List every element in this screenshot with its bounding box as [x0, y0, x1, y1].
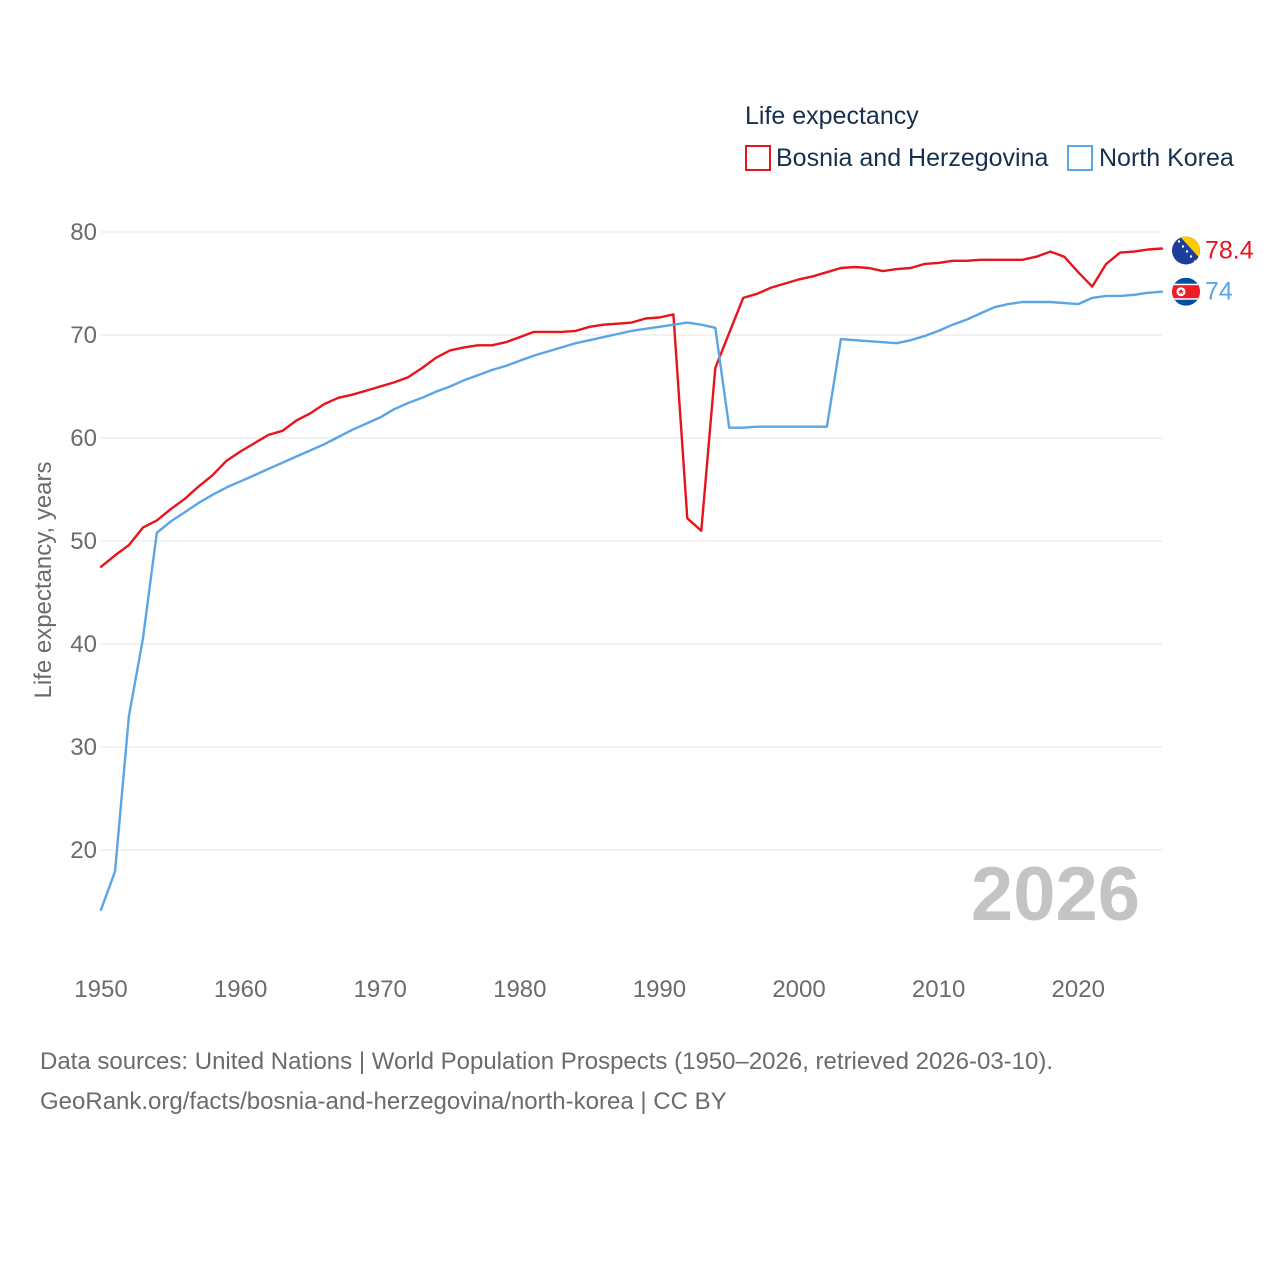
x-tick-label: 1980: [493, 976, 546, 1003]
series-lines: [99, 247, 1164, 911]
y-tick-label: 20: [70, 837, 97, 864]
y-axis-ticks: 20 30 40 50 60 70 80: [70, 219, 97, 864]
y-axis-label: Life expectancy, years: [30, 461, 57, 698]
legend-swatch-north-korea[interactable]: [1067, 145, 1093, 171]
x-tick-label: 2020: [1052, 976, 1105, 1003]
y-tick-label: 50: [70, 528, 97, 555]
year-marker: 2026: [971, 852, 1140, 937]
y-tick-label: 60: [70, 425, 97, 452]
source-line: Data sources: United Nations | World Pop…: [40, 1048, 1054, 1075]
x-axis-ticks: 1950 1960 1970 1980 1990 2000 2010 2020: [74, 976, 1105, 1003]
x-tick-label: 1990: [633, 976, 686, 1003]
legend-label-bosnia[interactable]: Bosnia and Herzegovina: [776, 144, 1048, 172]
y-tick-label: 80: [70, 219, 97, 246]
end-value-north-korea: 74: [1205, 278, 1233, 306]
chart: Life expectancy Bosnia and Herzegovina N…: [30, 102, 1254, 1003]
y-tick-label: 70: [70, 322, 97, 349]
legend-title: Life expectancy: [745, 102, 919, 130]
attribution-line[interactable]: GeoRank.org/facts/bosnia-and-herzegovina…: [40, 1088, 727, 1115]
north-korea-flag-icon: [1172, 277, 1200, 306]
y-tick-label: 30: [70, 734, 97, 761]
x-tick-label: 1960: [214, 976, 267, 1003]
x-tick-label: 2010: [912, 976, 965, 1003]
x-tick-label: 1970: [354, 976, 407, 1003]
x-tick-label: 2000: [772, 976, 825, 1003]
bosnia-flag-icon: [1172, 236, 1200, 265]
end-value-bosnia: 78.4: [1205, 237, 1254, 265]
legend-label-north-korea[interactable]: North Korea: [1099, 144, 1234, 172]
series-line-bosnia-and-herzegovina[interactable]: [99, 247, 1164, 568]
legend-swatch-bosnia[interactable]: [745, 145, 771, 171]
gridlines: [101, 231, 1162, 851]
data-source-footer: Data sources: United Nations | World Pop…: [40, 1042, 1053, 1122]
legend: Life expectancy Bosnia and Herzegovina N…: [745, 102, 1234, 172]
x-tick-label: 1950: [74, 976, 127, 1003]
series-line-north-korea[interactable]: [99, 290, 1164, 911]
y-tick-label: 40: [70, 631, 97, 658]
